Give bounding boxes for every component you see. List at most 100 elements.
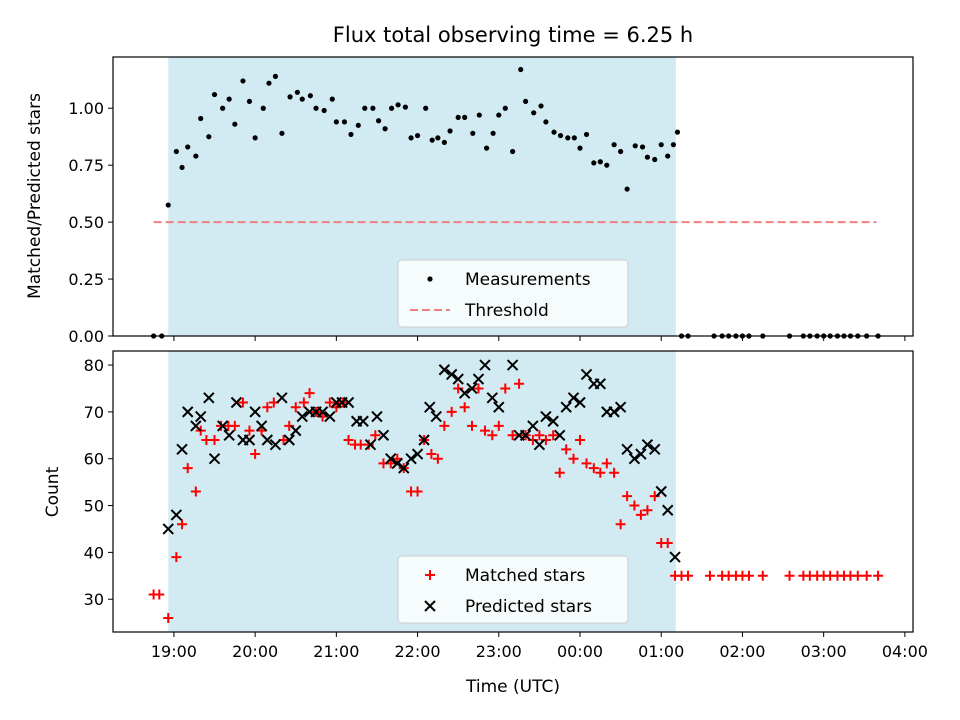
data-point-predicted	[614, 401, 627, 413]
data-point-measurement	[502, 105, 508, 111]
data-point-matched	[683, 570, 694, 581]
legend-box	[397, 259, 629, 328]
data-point-predicted	[418, 434, 430, 446]
data-point-predicted	[223, 429, 235, 442]
data-point-predicted	[438, 364, 451, 376]
series-predicted-stars	[162, 359, 681, 563]
data-point-measurement	[639, 144, 646, 150]
data-point-matched	[284, 420, 295, 431]
data-point-measurement	[522, 98, 529, 105]
data-point-predicted	[411, 448, 424, 460]
data-point-measurement	[674, 129, 681, 135]
data-point-predicted	[466, 382, 478, 395]
data-point-measurement	[179, 164, 185, 171]
data-point-measurement	[538, 103, 544, 109]
data-point-matched	[229, 420, 240, 431]
y-tick-label: 0.00	[68, 327, 104, 346]
data-point-measurement	[435, 135, 441, 141]
data-point-matched	[250, 449, 261, 460]
x-axis-label: Time (UTC)	[465, 677, 560, 697]
data-point-predicted	[261, 434, 274, 446]
data-point-matched	[615, 519, 626, 530]
axes-frame	[112, 350, 914, 633]
data-point-predicted	[276, 392, 288, 404]
data-point-measurement	[362, 105, 368, 111]
data-point-predicted	[430, 410, 442, 423]
data-point-matched	[209, 434, 220, 445]
data-point-matched	[446, 406, 457, 417]
data-point-predicted	[574, 396, 586, 409]
data-point-measurement	[652, 156, 658, 163]
data-point-matched	[171, 552, 182, 563]
data-point-matched	[432, 453, 443, 464]
data-point-measurement	[246, 98, 253, 105]
data-point-measurement	[252, 135, 258, 141]
data-point-matched	[540, 434, 551, 445]
data-point-predicted	[377, 429, 390, 442]
data-point-measurement	[632, 143, 638, 149]
data-point-measurement	[173, 148, 179, 155]
data-point-measurement	[644, 154, 651, 160]
data-point-matched	[190, 486, 201, 497]
data-point-measurement	[193, 153, 199, 159]
data-point-measurement	[441, 139, 447, 146]
data-point-matched	[459, 402, 470, 413]
data-point-matched	[262, 402, 273, 413]
x-tick-label: 03:00	[801, 642, 847, 661]
data-point-measurement	[597, 159, 603, 165]
data-point-matched	[453, 383, 464, 394]
data-point-measurement	[395, 102, 401, 108]
data-point-predicted	[249, 406, 261, 418]
data-point-predicted	[628, 453, 641, 465]
data-point-measurement	[165, 202, 171, 208]
data-point-measurement	[518, 66, 524, 73]
data-point-measurement	[402, 104, 408, 110]
data-point-matched	[439, 420, 450, 431]
data-point-matched	[554, 467, 565, 478]
legend-marker-dot	[427, 276, 433, 282]
legend-marker-x	[424, 600, 436, 612]
data-point-measurement	[423, 105, 429, 111]
data-point-predicted	[669, 551, 681, 563]
data-point-predicted	[519, 429, 532, 442]
data-point-matched	[575, 434, 586, 445]
x-tick-label: 21:00	[313, 642, 359, 661]
legend-marker-plus	[425, 570, 435, 580]
data-point-predicted	[553, 429, 566, 442]
legend-label: Threshold	[464, 301, 549, 321]
data-point-predicted	[170, 509, 183, 521]
data-point-matched	[154, 589, 165, 600]
y-tick-label: 50	[84, 497, 104, 516]
data-point-matched	[635, 509, 646, 520]
data-point-measurement	[185, 144, 191, 150]
data-point-matched	[588, 463, 599, 474]
top-panel: 0.00 0.25 0.50 0.75 1.00 Measurements Threshol…	[68, 56, 914, 346]
data-point-predicted	[547, 415, 559, 427]
data-point-predicted	[230, 396, 243, 409]
data-point-matched	[182, 463, 193, 474]
data-point-predicted	[649, 443, 661, 456]
data-point-matched	[426, 449, 437, 460]
data-point-measurement	[382, 126, 388, 132]
data-point-predicted	[190, 420, 202, 432]
data-point-predicted	[567, 392, 580, 404]
data-point-measurement	[670, 142, 677, 148]
data-point-predicted	[479, 359, 491, 371]
data-point-predicted	[296, 410, 308, 423]
data-point-predicted	[472, 373, 485, 385]
data-point-matched	[163, 612, 174, 623]
data-point-predicted	[594, 378, 607, 390]
data-point-measurement	[206, 134, 212, 140]
data-point-predicted	[486, 392, 498, 404]
data-point-measurement	[455, 114, 461, 120]
legend-label: Measurements	[465, 270, 591, 290]
data-point-measurement	[321, 107, 327, 114]
y-tick-label: 0.25	[68, 270, 104, 289]
data-point-predicted	[405, 453, 417, 465]
data-point-predicted	[182, 406, 194, 418]
data-point-measurement	[299, 96, 305, 102]
legend-box	[397, 555, 629, 624]
y-tick-label: 40	[84, 543, 104, 562]
y-axis-label-top: Matched/Predicted stars	[25, 93, 45, 299]
data-point-matched	[861, 570, 872, 581]
